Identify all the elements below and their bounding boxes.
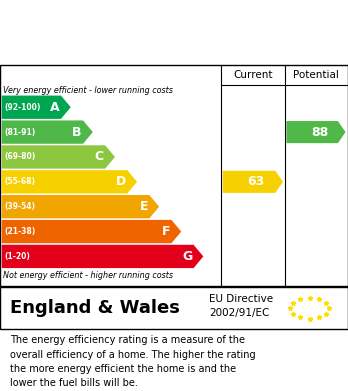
Text: (55-68): (55-68)	[4, 178, 35, 187]
Text: Current: Current	[233, 70, 272, 80]
Text: EU Directive
2002/91/EC: EU Directive 2002/91/EC	[209, 294, 273, 318]
Text: Potential: Potential	[293, 70, 339, 80]
Text: The energy efficiency rating is a measure of the
overall efficiency of a home. T: The energy efficiency rating is a measur…	[10, 335, 256, 388]
Text: England & Wales: England & Wales	[10, 299, 180, 317]
Polygon shape	[223, 171, 283, 193]
Polygon shape	[2, 170, 137, 194]
Text: B: B	[72, 126, 82, 138]
Polygon shape	[2, 220, 181, 243]
Text: D: D	[116, 175, 126, 188]
Polygon shape	[2, 145, 115, 169]
Text: E: E	[140, 200, 148, 213]
Text: Energy Efficiency Rating: Energy Efficiency Rating	[10, 7, 239, 25]
Text: Not energy efficient - higher running costs: Not energy efficient - higher running co…	[3, 271, 174, 280]
Text: (1-20): (1-20)	[4, 252, 30, 261]
Polygon shape	[2, 195, 159, 218]
Text: 88: 88	[311, 126, 329, 138]
Polygon shape	[286, 121, 346, 143]
Text: Very energy efficient - lower running costs: Very energy efficient - lower running co…	[3, 86, 173, 95]
Text: (81-91): (81-91)	[4, 127, 35, 136]
Polygon shape	[2, 95, 71, 119]
Text: (39-54): (39-54)	[4, 202, 35, 211]
Polygon shape	[2, 120, 93, 144]
Text: (92-100): (92-100)	[4, 103, 41, 112]
Polygon shape	[2, 245, 203, 268]
Text: 63: 63	[248, 175, 265, 188]
Text: (69-80): (69-80)	[4, 152, 35, 161]
Text: A: A	[50, 101, 60, 114]
Text: F: F	[161, 225, 170, 238]
Text: G: G	[182, 250, 192, 263]
Text: C: C	[95, 151, 104, 163]
Text: (21-38): (21-38)	[4, 227, 35, 236]
